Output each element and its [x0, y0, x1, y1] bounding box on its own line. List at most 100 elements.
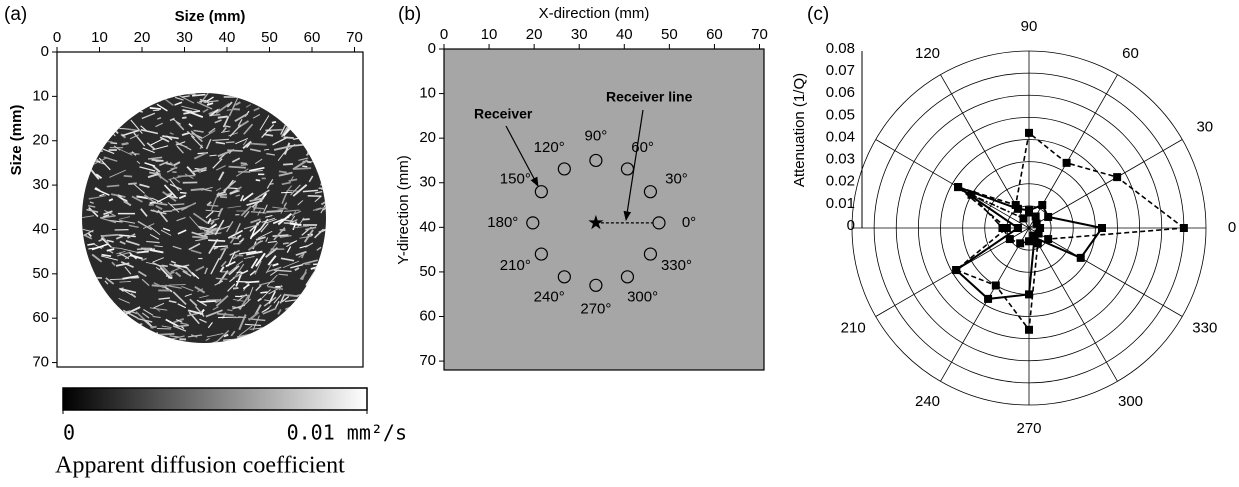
texture-stroke [175, 271, 182, 278]
texture-stroke [113, 145, 121, 151]
annotation: Receiver line [606, 89, 693, 105]
y-axis-label: Y-direction (mm) [395, 155, 412, 264]
theta-tick-label: 330 [1192, 319, 1217, 336]
texture-stroke [164, 98, 174, 107]
texture-stroke [266, 179, 274, 189]
texture-stroke [206, 102, 214, 106]
y-tick-label: 70 [32, 354, 49, 371]
receiver [620, 270, 635, 284]
texture-stroke [192, 212, 208, 224]
texture-stroke [219, 207, 224, 213]
texture-stroke [286, 246, 292, 253]
y-tick-label: 40 [32, 220, 49, 237]
texture-stroke [217, 270, 229, 285]
x-tick-label: 0 [53, 29, 61, 46]
panel-c: (c) 0 0.01 0.02 0.03 0.04 0.05 0.06 0.07 0.08 Atte… [791, 4, 1236, 437]
texture-stroke [130, 293, 137, 299]
texture-stroke [322, 198, 326, 211]
texture-stroke [143, 194, 155, 203]
texture-stroke [262, 307, 277, 315]
texture-stroke [174, 324, 189, 328]
texture-stroke [273, 227, 286, 241]
texture-stroke [229, 235, 237, 244]
marker [1179, 224, 1188, 232]
texture-stroke [199, 227, 214, 234]
texture-stroke [226, 220, 234, 233]
x-tick-label: 10 [91, 29, 108, 46]
texture-stroke [88, 205, 96, 208]
texture-stroke [290, 263, 304, 269]
texture-stroke [122, 289, 132, 296]
texture-stroke [232, 298, 244, 302]
texture-stroke [120, 197, 128, 202]
texture-stroke [155, 204, 163, 211]
theta-tick-label: 90 [1021, 18, 1038, 35]
receiver-label: 300° [627, 289, 658, 306]
texture-stroke [115, 235, 124, 240]
texture-stroke [161, 265, 173, 278]
texture-stroke [254, 158, 263, 165]
texture-stroke [191, 166, 207, 174]
texture-stroke [207, 204, 219, 207]
x-tick-label: 50 [261, 29, 278, 46]
marker [1025, 325, 1033, 334]
texture-stroke [242, 192, 254, 202]
texture-stroke [228, 149, 233, 155]
texture-stroke [215, 187, 222, 191]
texture-stroke [181, 105, 199, 111]
texture-stroke [223, 125, 231, 128]
texture-stroke [225, 141, 235, 144]
texture-stroke [212, 158, 223, 169]
texture-stroke [200, 169, 207, 173]
texture-stroke [108, 198, 114, 202]
x-tick-label: 70 [346, 29, 363, 46]
texture-stroke [139, 166, 156, 172]
y-tick-label: 40 [419, 218, 436, 235]
texture-stroke [181, 131, 190, 136]
texture-stroke [298, 157, 309, 161]
r-tick-label: 0.07 [826, 62, 855, 79]
texture-stroke [210, 196, 218, 211]
texture-stroke [243, 224, 260, 230]
texture-stroke [243, 298, 251, 306]
texture-stroke [210, 257, 220, 275]
texture-stroke [149, 201, 157, 205]
texture-stroke [286, 240, 298, 247]
texture-stroke [122, 275, 139, 280]
texture-stroke [228, 265, 240, 276]
texture-stroke [125, 306, 141, 315]
texture-stroke [118, 287, 124, 290]
texture-stroke [181, 285, 194, 292]
marker [954, 183, 963, 192]
x-axis-label: Size (mm) [175, 8, 246, 25]
texture-stroke [118, 234, 136, 238]
texture-stroke [82, 215, 95, 219]
texture-stroke [95, 173, 103, 179]
texture-stroke [228, 132, 239, 137]
texture-stroke [234, 263, 245, 278]
texture-stroke [207, 322, 213, 329]
texture-stroke [127, 233, 136, 239]
texture-stroke [120, 247, 138, 253]
texture-stroke [193, 151, 208, 160]
texture-stroke [189, 298, 198, 307]
receiver-label: 150° [500, 171, 531, 188]
texture-stroke [170, 203, 185, 206]
spoke [875, 139, 1030, 229]
texture-stroke [205, 209, 220, 213]
texture-stroke [148, 225, 161, 236]
texture-stroke [169, 263, 180, 269]
texture-stroke [266, 274, 278, 287]
texture-stroke [207, 218, 212, 225]
texture-stroke [165, 284, 182, 289]
texture-stroke [109, 169, 126, 178]
texture-stroke [141, 312, 150, 319]
texture-stroke [250, 228, 262, 239]
texture-stroke [219, 266, 225, 273]
texture-stroke [227, 265, 238, 275]
y-tick-label: 10 [32, 87, 49, 104]
panel-b: (b) X-direction (mm) Y-direction (mm) 0 10 20… [395, 4, 768, 371]
texture-stroke [277, 150, 287, 161]
texture-stroke [206, 201, 212, 207]
texture-stroke [179, 191, 187, 194]
